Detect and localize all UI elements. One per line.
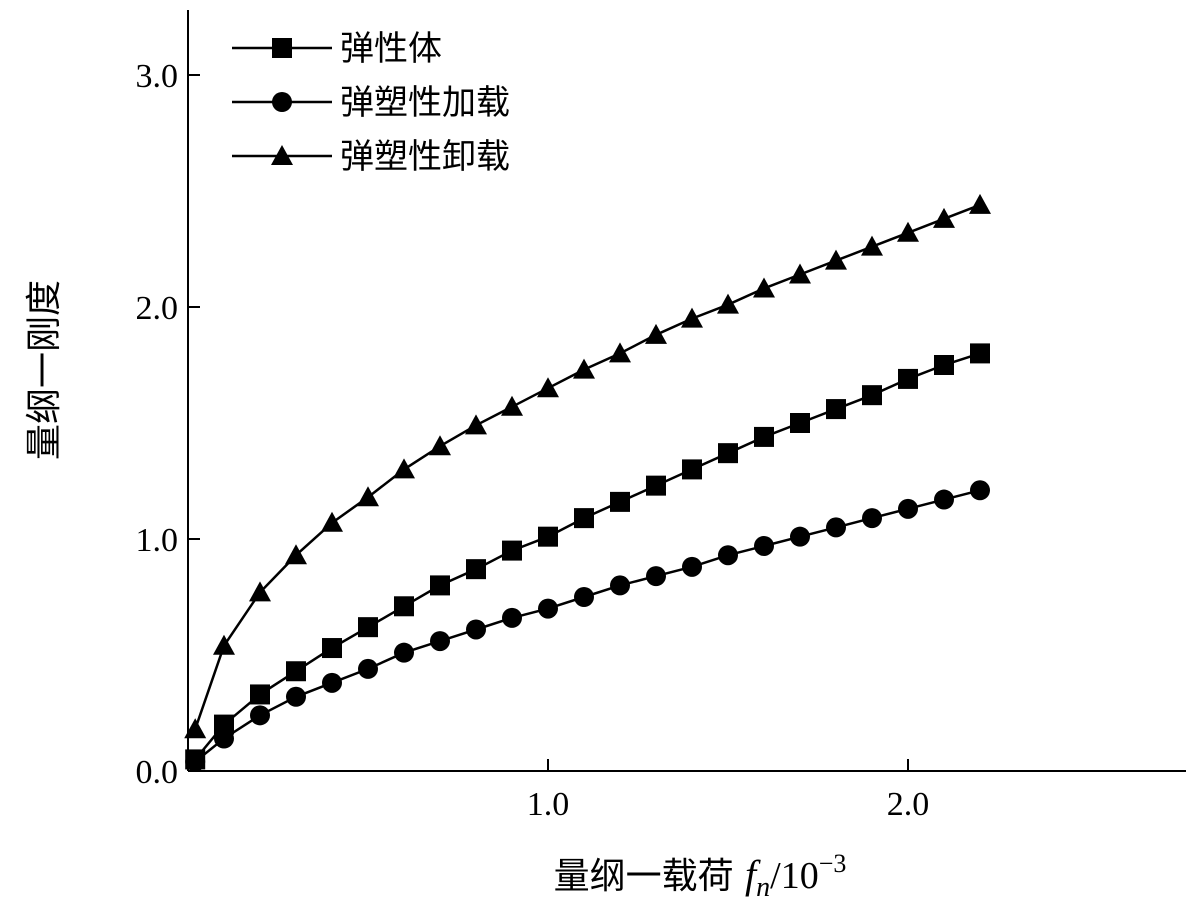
data-point-square-1 bbox=[214, 714, 234, 735]
data-point-square-18 bbox=[826, 399, 846, 420]
x-axis-title-unit: /10 bbox=[770, 855, 819, 897]
data-point-circle-14 bbox=[682, 556, 702, 577]
y-tick-label-1: 1.0 bbox=[136, 522, 179, 559]
data-point-circle-16 bbox=[754, 535, 774, 556]
series-square bbox=[185, 343, 990, 770]
data-point-circle-6 bbox=[394, 642, 414, 663]
data-point-circle-22 bbox=[970, 480, 990, 501]
axes: 0.0 1.0 2.0 3.0 1.0 2.0 bbox=[136, 10, 1186, 823]
data-point-circle-19 bbox=[862, 508, 882, 529]
data-point-circle-8 bbox=[466, 619, 486, 640]
y-tick-label-2: 2.0 bbox=[136, 290, 179, 327]
legend-item-triangle: 弹塑性卸载 bbox=[232, 137, 510, 177]
data-point-square-12 bbox=[610, 491, 630, 512]
data-point-triangle-3 bbox=[285, 544, 307, 565]
data-point-square-17 bbox=[790, 413, 810, 433]
data-point-circle-0 bbox=[185, 751, 206, 772]
data-point-square-19 bbox=[862, 385, 882, 406]
data-point-triangle-14 bbox=[681, 307, 703, 328]
series-line-circle bbox=[194, 489, 981, 763]
data-point-triangle-17 bbox=[789, 263, 811, 284]
data-point-triangle-0 bbox=[184, 718, 207, 739]
data-point-circle-11 bbox=[574, 587, 594, 607]
data-point-circle-9 bbox=[502, 607, 522, 628]
data-point-square-8 bbox=[466, 559, 486, 580]
data-point-triangle-9 bbox=[501, 395, 523, 416]
legend-item-circle: 弹塑性加载 bbox=[232, 83, 510, 123]
data-point-square-9 bbox=[502, 540, 522, 561]
legend-item-square: 弹性体 bbox=[232, 29, 442, 69]
data-point-square-14 bbox=[682, 459, 702, 480]
data-point-triangle-8 bbox=[465, 414, 487, 435]
data-point-triangle-12 bbox=[609, 342, 631, 363]
y-tick-label-3: 3.0 bbox=[136, 58, 179, 95]
data-point-triangle-10 bbox=[537, 377, 559, 398]
data-point-circle-5 bbox=[358, 658, 378, 679]
data-point-circle-3 bbox=[286, 686, 306, 707]
data-point-square-13 bbox=[646, 475, 666, 496]
data-point-square-6 bbox=[394, 596, 414, 617]
series-triangle bbox=[184, 193, 991, 739]
x-axis-title-exp: −3 bbox=[819, 849, 847, 878]
data-point-circle-15 bbox=[718, 545, 738, 566]
data-point-triangle-6 bbox=[393, 458, 415, 479]
data-point-square-10 bbox=[538, 526, 558, 547]
data-point-circle-2 bbox=[250, 705, 270, 726]
data-point-square-16 bbox=[754, 426, 774, 447]
data-point-square-4 bbox=[322, 638, 342, 659]
data-point-triangle-15 bbox=[717, 293, 739, 314]
data-point-triangle-18 bbox=[825, 249, 847, 270]
data-point-circle-12 bbox=[610, 575, 630, 596]
legend-label-circle: 弹塑性加载 bbox=[340, 83, 510, 123]
data-point-circle-18 bbox=[826, 517, 846, 538]
data-point-circle-4 bbox=[322, 672, 342, 693]
legend-marker-triangle bbox=[271, 145, 293, 165]
legend-marker-square bbox=[272, 38, 292, 58]
x-axis-title-sub: n bbox=[756, 872, 770, 903]
y-tick-label-0: 0.0 bbox=[136, 754, 179, 791]
data-point-triangle-1 bbox=[213, 634, 235, 655]
data-point-square-3 bbox=[286, 661, 306, 682]
data-point-triangle-2 bbox=[249, 581, 271, 602]
data-point-square-2 bbox=[250, 684, 270, 705]
x-tick-label-0: 1.0 bbox=[527, 786, 570, 823]
data-point-triangle-4 bbox=[321, 511, 343, 532]
data-point-circle-7 bbox=[430, 631, 450, 652]
legend-marker-circle bbox=[272, 92, 292, 112]
data-point-circle-1 bbox=[214, 728, 234, 749]
data-point-triangle-19 bbox=[861, 235, 883, 256]
data-point-circle-21 bbox=[934, 489, 954, 510]
data-point-circle-10 bbox=[538, 598, 558, 619]
data-point-triangle-13 bbox=[645, 323, 667, 344]
data-point-square-15 bbox=[718, 443, 738, 464]
data-point-square-5 bbox=[358, 617, 378, 638]
data-point-square-21 bbox=[934, 355, 954, 375]
data-point-triangle-16 bbox=[753, 277, 775, 298]
series-line-square bbox=[194, 352, 981, 761]
data-point-triangle-11 bbox=[573, 358, 595, 379]
data-point-triangle-7 bbox=[429, 435, 451, 456]
data-point-triangle-5 bbox=[357, 486, 379, 507]
x-axis-title-prefix: 量纲一载荷 bbox=[554, 856, 745, 897]
data-point-square-22 bbox=[970, 343, 990, 364]
data-point-triangle-20 bbox=[897, 221, 919, 242]
data-point-circle-13 bbox=[646, 566, 666, 587]
data-point-square-11 bbox=[574, 508, 594, 529]
data-point-circle-17 bbox=[790, 526, 810, 547]
data-point-triangle-22 bbox=[969, 193, 991, 214]
data-point-square-7 bbox=[430, 575, 450, 596]
data-point-square-20 bbox=[898, 368, 918, 389]
data-point-circle-20 bbox=[898, 498, 918, 519]
data-point-triangle-21 bbox=[933, 207, 955, 228]
y-axis-title: 量纲一刚度 bbox=[24, 280, 65, 460]
legend-label-square: 弹性体 bbox=[340, 29, 442, 69]
x-axis-title: 量纲一载荷 fn/10−3 bbox=[554, 849, 847, 903]
legend-label-triangle: 弹塑性卸载 bbox=[340, 137, 510, 177]
series-line-triangle bbox=[194, 203, 981, 730]
series-layer bbox=[184, 193, 991, 772]
series-circle bbox=[185, 480, 990, 772]
x-tick-label-1: 2.0 bbox=[887, 786, 930, 823]
